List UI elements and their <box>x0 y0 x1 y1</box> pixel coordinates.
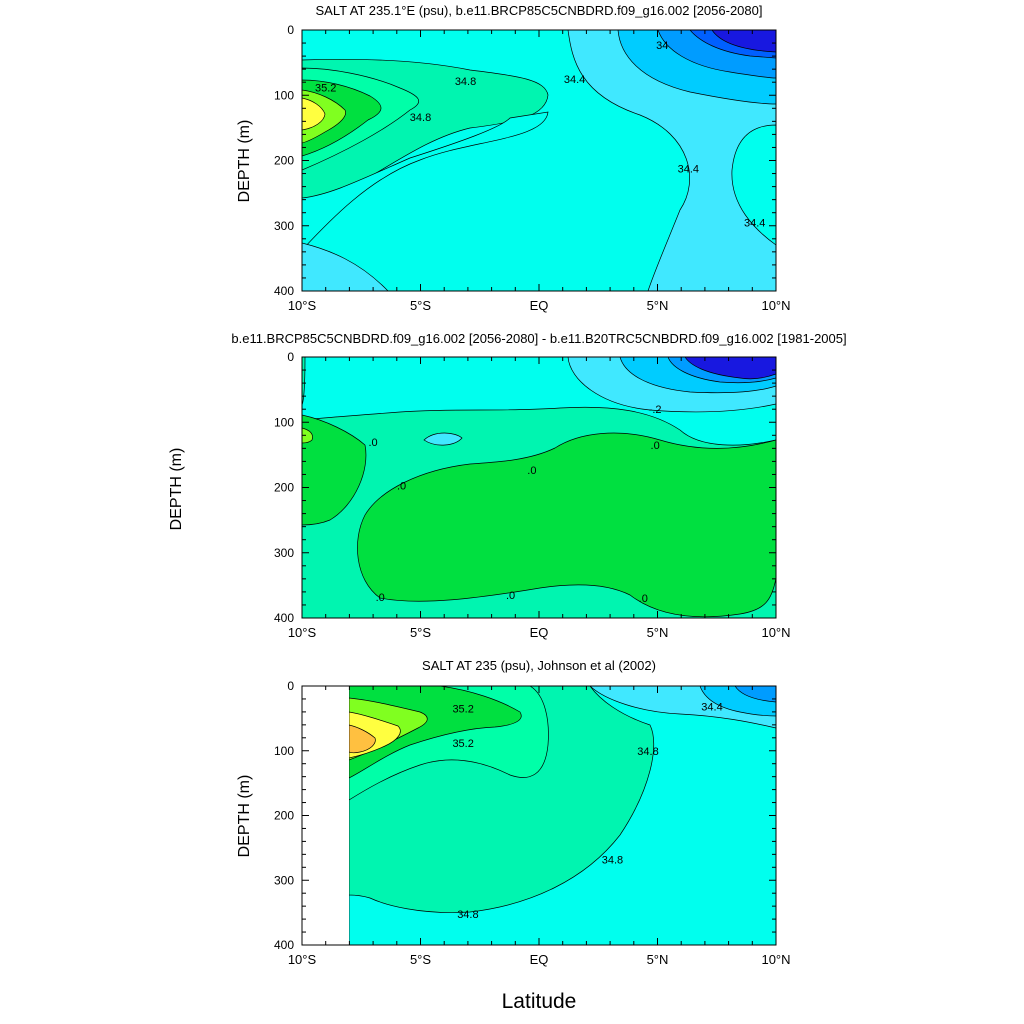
contour-label: 34.8 <box>457 909 478 921</box>
x-tick-label: 10°S <box>288 625 317 640</box>
panel-2-title: b.e11.BRCP85C5CNBDRD.f09_g16.002 [2056-2… <box>231 331 847 346</box>
x-tick-label: EQ <box>530 298 549 313</box>
contour-label: 34.8 <box>637 746 658 758</box>
contour-label: 35.2 <box>315 82 336 94</box>
contour-label: -.2 <box>649 404 662 416</box>
y-tick-label: 100 <box>274 415 294 429</box>
contour-label: 34.4 <box>744 217 765 229</box>
contour-label: 34.4 <box>701 702 722 714</box>
panel-1-fill-34.6-right <box>731 124 776 246</box>
contour-label: .0 <box>506 590 515 602</box>
panel-2-fill-pos-left <box>302 414 367 526</box>
y-tick-label: 200 <box>274 481 294 495</box>
contour-label: 35.2 <box>452 704 473 716</box>
panel-2-fill-island <box>423 432 463 446</box>
contour-label: 34.8 <box>410 112 431 124</box>
y-tick-label: 400 <box>274 938 294 952</box>
contour-label: 35.2 <box>452 738 473 750</box>
panel-1-title: SALT AT 235.1°E (psu), b.e11.BRCP85C5CNB… <box>315 3 763 18</box>
contour-label: 34.4 <box>678 163 699 175</box>
contour-label: .0 <box>397 481 406 493</box>
x-tick-label: 10°N <box>761 298 790 313</box>
x-tick-label: EQ <box>530 952 549 967</box>
panel-1-fill-34.6b <box>302 111 549 251</box>
y-tick-label: 0 <box>287 679 294 693</box>
x-tick-label: EQ <box>530 625 549 640</box>
panel-2-fill-pos-left-core <box>302 427 313 444</box>
y-tick-label: 0 <box>287 23 294 37</box>
y-tick-label: 300 <box>274 219 294 233</box>
x-tick-label: 5°N <box>647 625 669 640</box>
x-tick-label: 5°S <box>410 298 431 313</box>
panel-1-fill-35.6 <box>302 97 326 131</box>
y-tick-label: 100 <box>274 744 294 758</box>
contour-label: .0 <box>369 437 378 449</box>
panel-3-title: SALT AT 235 (psu), Johnson et al (2002) <box>422 658 656 673</box>
x-tick-label: 5°S <box>410 952 431 967</box>
panel-3-axes: 10°S 5°S EQ 5°N 10°N 0 100 200 300 400 <box>274 679 791 967</box>
x-tick-label: 10°N <box>761 952 790 967</box>
x-tick-label: 10°S <box>288 298 317 313</box>
x-tick-label: 10°N <box>761 625 790 640</box>
panel-3-contour-labels: 35.2 35.2 34.4 34.8 34.8 34.8 <box>452 702 722 921</box>
panel-2: 10°S 5°S EQ 5°N 10°N 0 100 200 300 400 -.2 .0 .0 .0.… <box>274 350 791 640</box>
y-tick-label: 300 <box>274 873 294 887</box>
contour-label: .0 <box>376 592 385 604</box>
panel-1-contour-labels: 35.2 34.8 34.8 34.4 34 34.4 34.4 <box>315 40 765 229</box>
contour-label: 34.8 <box>602 855 623 867</box>
y-tick-label: 100 <box>274 88 294 102</box>
contour-label: 34.8 <box>455 76 476 88</box>
panel-2-fill-pos-main <box>357 432 776 618</box>
panel-2-axes: 10°S 5°S EQ 5°N 10°N 0 100 200 300 400 <box>274 350 791 640</box>
y-tick-label: 0 <box>287 350 294 364</box>
y-tick-label: 400 <box>274 611 294 625</box>
x-axis-label: Latitude <box>501 990 577 1013</box>
panel-3-fill-34.0 <box>734 686 776 703</box>
panel-2-contour-labels: -.2 .0 .0 .0 .0 .0 .0 .0 <box>369 404 662 605</box>
panel-1-axes: 10°S 5°S EQ 5°N 10°N 0 100 200 300 400 <box>274 23 791 313</box>
panel-1: 10°S 5°S EQ 5°N 10°N 0 100 200 300 400 35.2 34.8 34… <box>274 23 791 313</box>
panel-3-fill-35.8 <box>349 724 376 754</box>
y-tick-label: 300 <box>274 546 294 560</box>
y-tick-label: 400 <box>274 284 294 298</box>
x-tick-label: 10°S <box>288 952 317 967</box>
panel-3: 10°S 5°S EQ 5°N 10°N 0 100 200 300 400 35.2 35.2 34… <box>274 679 791 967</box>
panel-2-fill-neg-0.5 <box>684 357 776 380</box>
contour-label: .0 <box>651 440 660 452</box>
contour-label: 34 <box>656 40 668 52</box>
x-tick-label: 5°N <box>647 952 669 967</box>
contour-label: .0 <box>639 593 648 605</box>
contour-label: 34.4 <box>564 74 585 86</box>
x-tick-label: 5°N <box>647 298 669 313</box>
contour-label: .0 <box>527 465 536 477</box>
x-tick-label: 5°S <box>410 625 431 640</box>
y-tick-label: 200 <box>274 154 294 168</box>
y-tick-label: 200 <box>274 809 294 823</box>
